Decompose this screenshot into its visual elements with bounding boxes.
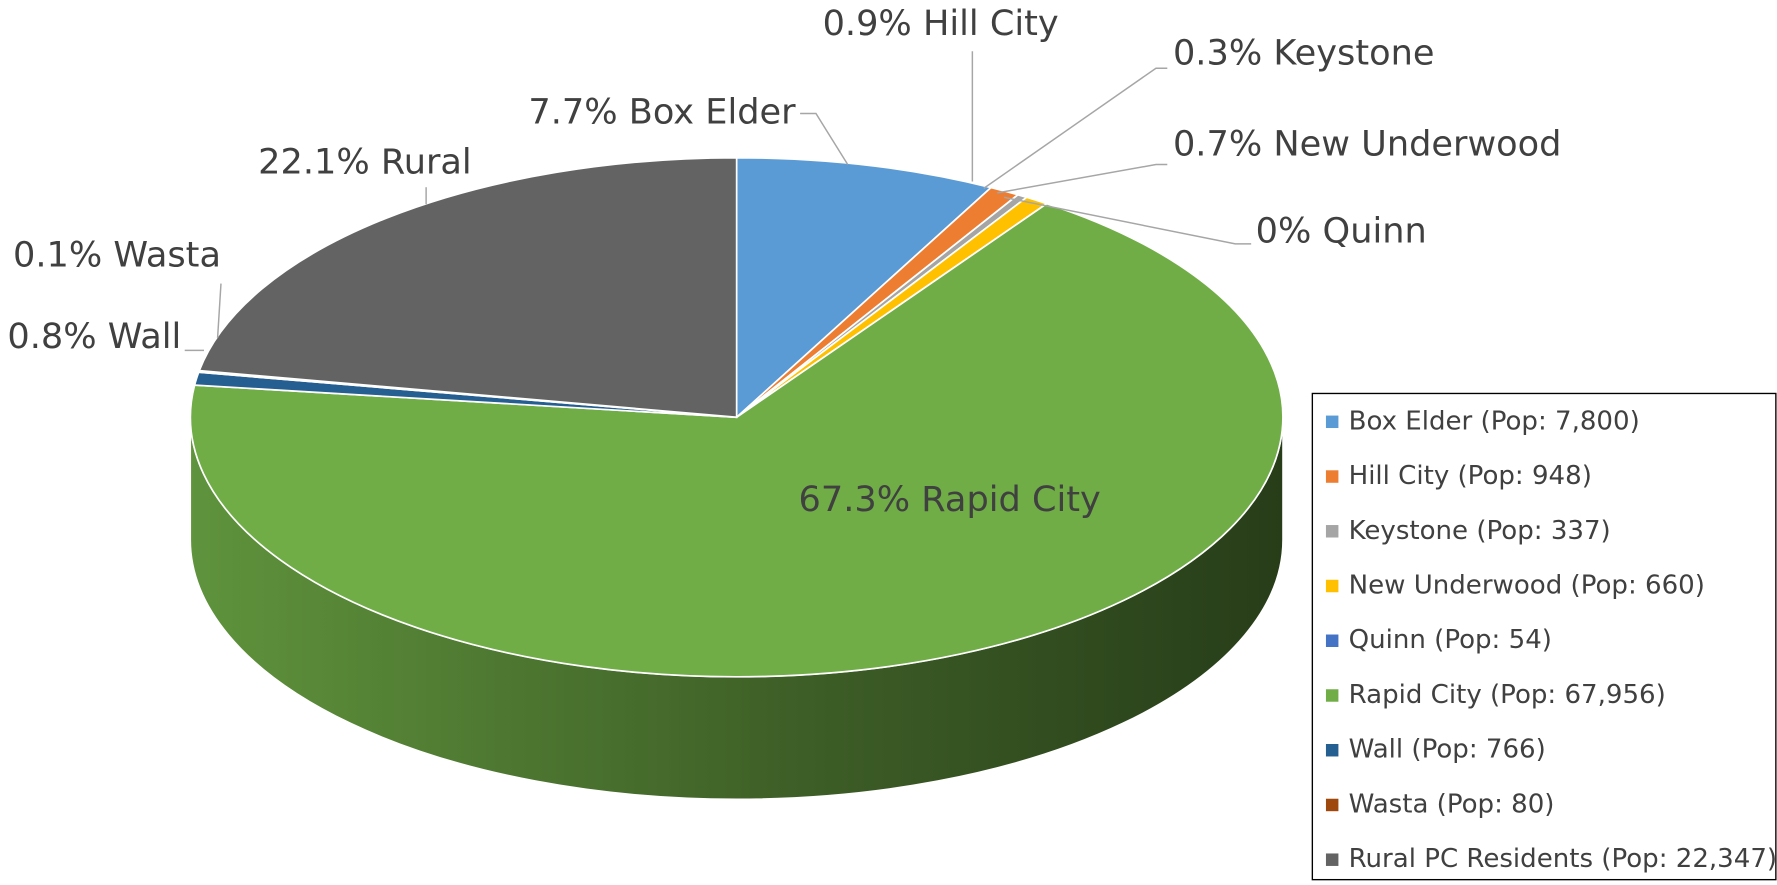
data-label: 67.3% Rapid City: [799, 479, 1101, 520]
data-labels: 7.7% Box Elder 0.9% Hill City 0.3% Keyston…: [7, 3, 1561, 520]
legend-label: Wasta (Pop: 80): [1349, 789, 1555, 819]
legend-box: [1311, 392, 1777, 881]
leader-line: [983, 67, 1168, 189]
pie-tops: [189, 156, 1284, 678]
legend-swatch: [1325, 689, 1339, 702]
data-label: 0.8% Wall: [7, 316, 181, 357]
legend-label: Rural PC Residents (Pop: 22,347): [1349, 844, 1777, 874]
legend-swatch: [1325, 415, 1339, 429]
data-label: 0.3% Keystone: [1173, 33, 1435, 74]
legend-swatch: [1325, 579, 1339, 593]
legend: Box Elder (Pop: 7,800) Hill City (Pop: 94…: [1325, 406, 1777, 874]
data-label: 7.7% Box Elder: [528, 92, 796, 133]
data-label: 0.7% New Underwood: [1173, 123, 1562, 164]
legend-label: Wall (Pop: 766): [1349, 735, 1546, 765]
leader-line: [1003, 196, 1252, 245]
data-label: 0% Quinn: [1256, 211, 1427, 252]
data-label: 0.1% Wasta: [13, 234, 221, 275]
leader-line: [800, 112, 849, 165]
legend-label: Box Elder (Pop: 7,800): [1349, 406, 1640, 436]
legend-swatch: [1325, 634, 1339, 647]
legend-label: New Underwood (Pop: 660): [1349, 571, 1705, 601]
leader-line: [216, 283, 222, 338]
legend-label: Keystone (Pop: 337): [1349, 516, 1611, 546]
data-label: 0.9% Hill City: [823, 3, 1059, 44]
legend-swatch: [1325, 853, 1339, 866]
pie-slice: [198, 156, 738, 419]
leader-line: [997, 163, 1168, 194]
legend-swatch: [1325, 470, 1339, 483]
pie-slice: [735, 156, 993, 420]
legend-swatch: [1325, 525, 1339, 538]
legend-swatch: [1325, 743, 1339, 757]
pie-slice: [189, 202, 1284, 678]
legend-label: Rapid City (Pop: 67,956): [1349, 680, 1666, 710]
legend-label: Hill City (Pop: 948): [1349, 461, 1592, 491]
data-label: 22.1% Rural: [258, 141, 472, 182]
legend-swatch: [1325, 798, 1339, 812]
legend-label: Quinn (Pop: 54): [1349, 625, 1552, 655]
